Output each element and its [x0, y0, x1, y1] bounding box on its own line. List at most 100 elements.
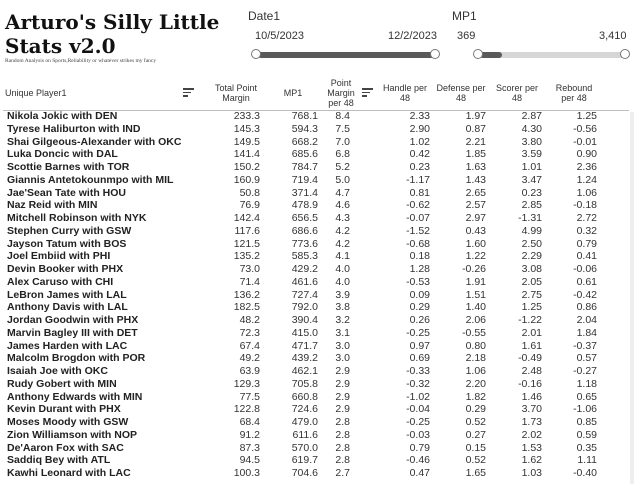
scorer-per48-cell: -1.31: [518, 212, 542, 224]
rebound-per48-cell: 0.90: [576, 148, 597, 161]
mp-cell: 668.2: [291, 135, 318, 148]
table-row[interactable]: Devin Booker with PHX 73.0 429.2 4.0 1.28 -0.…: [0, 263, 636, 276]
table-row[interactable]: Jayson Tatum with BOS 121.5 773.6 4.2 -0.68 1…: [0, 238, 636, 251]
date-slider-start-handle[interactable]: [251, 49, 261, 59]
table-row[interactable]: Luka Doncic with DAL 141.4 685.6 6.8 0.42 1.8…: [0, 148, 636, 161]
defense-per48-cell: 2.57: [465, 199, 486, 212]
table-row[interactable]: Giannis Antetokounmpo with MIL 160.9 719.4…: [0, 174, 636, 187]
column-header-defense-per48[interactable]: Defense per 48: [436, 83, 486, 103]
table-row[interactable]: Anthony Edwards with MIN 77.5 660.8 2.9 -1.0…: [0, 391, 636, 404]
total-point-margin-cell: 94.5: [239, 454, 260, 467]
point-margin-per48-cell: 4.0: [335, 263, 350, 275]
point-margin-per48-cell: 3.0: [335, 339, 350, 352]
handle-per48-cell: -0.04: [406, 403, 430, 416]
column-header-rebound-per48[interactable]: Rebound per 48: [555, 83, 593, 103]
date-slider-end-handle[interactable]: [430, 49, 440, 59]
mp-slider-max-handle[interactable]: [620, 49, 630, 59]
total-point-margin-cell: 71.4: [239, 275, 260, 288]
total-point-margin-cell: 141.4: [233, 148, 260, 161]
total-point-margin-cell: 91.2: [239, 428, 260, 441]
table-row[interactable]: Malcolm Brogdon with POR 49.2 439.2 3.0 0.69…: [0, 352, 636, 365]
table-row[interactable]: Joel Embiid with PHI 135.2 585.3 4.1 0.18 1.2…: [0, 250, 636, 263]
player-name-cell: Kevin Durant with PHX: [7, 403, 121, 416]
column-header-player[interactable]: Unique Player1: [5, 88, 67, 98]
table-row[interactable]: Zion Williamson with NOP 91.2 611.6 2.8 -0.0…: [0, 429, 636, 442]
total-point-margin-cell: 122.8: [233, 403, 260, 416]
point-margin-per48-cell: 4.0: [335, 275, 350, 288]
column-header-scorer-per48[interactable]: Scorer per 48: [495, 83, 539, 103]
mp-slider-min-handle[interactable]: [473, 49, 483, 59]
mp-cell: 479.0: [291, 416, 318, 428]
player-name-cell: Anthony Davis with LAL: [7, 301, 128, 314]
column-header-handle-per48[interactable]: Handle per 48: [382, 83, 428, 103]
mp-cell: 570.0: [291, 441, 318, 454]
defense-per48-cell: 0.52: [465, 416, 486, 428]
scorer-per48-cell: 1.61: [521, 339, 542, 352]
player-name-cell: Marvin Bagley III with DET: [7, 326, 138, 339]
total-point-margin-cell: 77.5: [239, 390, 260, 403]
point-margin-per48-cell: 5.2: [335, 161, 350, 173]
player-name-cell: Stephen Curry with GSW: [7, 224, 132, 237]
rebound-per48-cell: 2.04: [576, 314, 597, 326]
table-row[interactable]: Shai Gilgeous-Alexander with OKC 149.5 668…: [0, 136, 636, 149]
column-header-point-margin-per48[interactable]: Point Margin per 48: [327, 78, 355, 108]
point-margin-per48-cell: 3.9: [335, 288, 350, 301]
sort-icon[interactable]: [183, 88, 194, 98]
scorer-per48-cell: 3.70: [521, 403, 542, 416]
rebound-per48-cell: -0.01: [573, 135, 597, 148]
mp-slider-track[interactable]: [478, 52, 626, 58]
table-row[interactable]: Naz Reid with MIN 76.9 478.9 4.6 -0.62 2.57 2.…: [0, 199, 636, 212]
table-row[interactable]: Rudy Gobert with MIN 129.3 705.8 2.9 -0.32 2.…: [0, 378, 636, 391]
table-row[interactable]: LeBron James with LAL 136.2 727.4 3.9 0.09 1.…: [0, 289, 636, 302]
mp-cell: 585.3: [291, 250, 318, 263]
point-margin-per48-cell: 4.6: [335, 199, 350, 212]
table-row[interactable]: Isaiah Joe with OKC 63.9 462.1 2.9 -0.33 1.06…: [0, 365, 636, 378]
rebound-per48-cell: -1.06: [573, 403, 597, 416]
handle-per48-cell: 1.28: [409, 263, 430, 275]
total-point-margin-cell: 129.3: [233, 377, 260, 390]
table-row[interactable]: Marvin Bagley III with DET 72.3 415.0 3.1 -0…: [0, 327, 636, 340]
table-row[interactable]: Tyrese Haliburton with IND 145.3 594.3 7.5 2…: [0, 123, 636, 136]
table-row[interactable]: Kevin Durant with PHX 122.8 724.6 2.9 -0.04 0…: [0, 403, 636, 416]
table-row[interactable]: Stephen Curry with GSW 117.6 686.6 4.2 -1.52…: [0, 225, 636, 238]
defense-per48-cell: 1.82: [465, 390, 486, 403]
mp-cell: 784.7: [291, 161, 318, 173]
sort-icon[interactable]: [362, 88, 373, 98]
table-row[interactable]: Jae'Sean Tate with HOU 50.8 371.4 4.7 0.81 2.…: [0, 187, 636, 200]
rebound-per48-cell: 0.35: [576, 441, 597, 454]
rebound-per48-cell: 0.41: [576, 250, 597, 263]
defense-per48-cell: 1.43: [465, 173, 486, 186]
rebound-per48-cell: 2.36: [576, 161, 597, 173]
rebound-per48-cell: 1.11: [577, 454, 597, 467]
mp-slider-fill: [480, 52, 502, 58]
header-divider: [3, 110, 629, 111]
total-point-margin-cell: 121.5: [233, 237, 260, 250]
table-row[interactable]: Kawhi Leonard with LAC 100.3 704.6 2.7 0.47 1…: [0, 467, 636, 480]
table-row[interactable]: Mitchell Robinson with NYK 142.4 656.5 4.3 -…: [0, 212, 636, 225]
table-row[interactable]: Alex Caruso with CHI 71.4 461.6 4.0 -0.53 1.9…: [0, 276, 636, 289]
rebound-per48-cell: -0.42: [573, 288, 597, 301]
mp-cell: 390.4: [291, 314, 318, 326]
column-header-mp[interactable]: MP1: [283, 88, 303, 98]
point-margin-per48-cell: 2.9: [335, 390, 350, 403]
rebound-per48-cell: 0.65: [576, 390, 597, 403]
table-row[interactable]: Anthony Davis with LAL 182.5 792.0 3.8 0.29 1…: [0, 301, 636, 314]
table-row[interactable]: De'Aaron Fox with SAC 87.3 570.0 2.8 0.79 0.1…: [0, 442, 636, 455]
column-header-total-point-margin[interactable]: Total Point Margin: [214, 83, 258, 103]
total-point-margin-cell: 48.2: [239, 314, 260, 326]
mp-filter-min: 369: [457, 30, 476, 42]
defense-per48-cell: 0.15: [465, 441, 486, 454]
table-scrollbar[interactable]: [630, 112, 634, 484]
point-margin-per48-cell: 2.8: [335, 416, 350, 428]
rebound-per48-cell: 1.25: [576, 110, 597, 122]
table-row[interactable]: Saddiq Bey with ATL 94.5 619.7 2.8 -0.46 0.52…: [0, 454, 636, 467]
table-row[interactable]: James Harden with LAC 67.4 471.7 3.0 0.97 0.8…: [0, 340, 636, 353]
table-row[interactable]: Moses Moody with GSW 68.4 479.0 2.8 -0.25 0.5…: [0, 416, 636, 429]
mp-cell: 461.6: [291, 275, 318, 288]
table-row[interactable]: Nikola Jokic with DEN 233.3 768.1 8.4 2.33 1.…: [0, 110, 636, 123]
table-row[interactable]: Jordan Goodwin with PHX 48.2 390.4 3.2 0.26 2…: [0, 314, 636, 327]
defense-per48-cell: 1.97: [465, 110, 486, 122]
table-row[interactable]: Scottie Barnes with TOR 150.2 784.7 5.2 0.23…: [0, 161, 636, 174]
mp-cell: 462.1: [291, 365, 318, 377]
player-name-cell: De'Aaron Fox with SAC: [7, 441, 124, 454]
